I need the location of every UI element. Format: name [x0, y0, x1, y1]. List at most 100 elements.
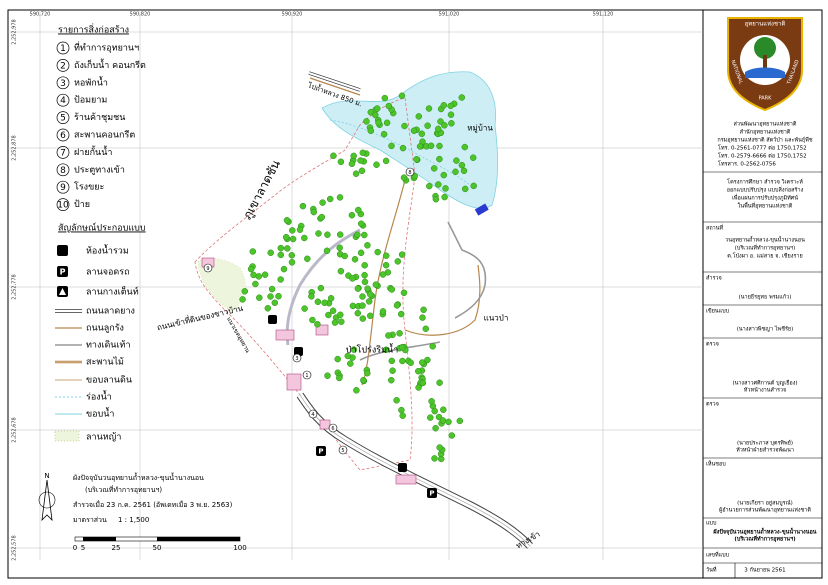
plan-text: (บริเวณที่ทำการอุทยานฯ): [734, 535, 796, 543]
tree: [440, 171, 448, 179]
grid-x-label: 590,920: [282, 12, 303, 18]
map-label: ป่าโปร่งริมน้ำ: [346, 343, 399, 356]
tree: [250, 271, 257, 279]
north-arrow: [41, 479, 53, 522]
tree: [427, 142, 435, 150]
tree: [314, 321, 321, 328]
tree: [436, 444, 443, 451]
tree: [388, 286, 396, 293]
tree: [461, 185, 469, 193]
legend-title: สัญลักษณ์ประกอบแบบ: [58, 222, 146, 234]
tree: [429, 343, 436, 350]
tree: [355, 206, 362, 214]
signature-text: (นายเกียรา อยู่สมบูรณ์): [737, 500, 793, 507]
map-marker-label: 8: [408, 170, 411, 176]
map-marker: [308, 409, 318, 419]
map-label: แนวป่า: [484, 314, 509, 323]
map-marker-label: 3: [295, 356, 298, 362]
tree: [426, 182, 433, 190]
tree: [330, 152, 337, 160]
tree: [397, 310, 405, 318]
tree: [336, 194, 344, 201]
map-marker: [328, 423, 338, 433]
tree: [288, 259, 296, 266]
tree: [363, 118, 370, 125]
legend-label: ห้องน้ำรวม: [86, 244, 129, 257]
tree: [441, 122, 448, 129]
tree: [439, 417, 447, 424]
legend-label: ร้านค้าชุมชน: [74, 112, 125, 123]
legend-label: ป้อมยาม: [74, 95, 107, 106]
legend-label: ลานหญ้า: [86, 432, 121, 443]
legend-number: 8: [60, 166, 66, 176]
project-text: เพื่อแผนการปรับปรุงภูมิทัศน์: [732, 194, 798, 202]
tree: [241, 288, 249, 295]
legend-label: ถนนลาดยาง: [86, 307, 135, 317]
block-label: เขียนแบบ: [706, 308, 730, 315]
tree: [382, 157, 390, 165]
buildings: [201, 257, 417, 485]
block-label: สำรวจ: [706, 275, 722, 282]
map-marker: [338, 445, 348, 455]
map-marker: [405, 167, 415, 177]
legend-label: สะพานคอนกรีต: [74, 130, 135, 141]
legend-number: 5: [60, 114, 66, 124]
tree: [431, 455, 438, 462]
park-boundary: [194, 97, 416, 471]
legend-number: 1: [60, 44, 66, 54]
scale-tick: 25: [112, 544, 121, 552]
tree: [440, 406, 447, 413]
tree: [372, 111, 379, 119]
map-marker: [203, 263, 213, 273]
tree: [337, 311, 344, 319]
tree: [365, 298, 373, 305]
legend-number-circle: [56, 41, 70, 55]
grid-x-label: 590,720: [30, 12, 51, 18]
tree: [380, 130, 388, 138]
tree: [357, 249, 365, 257]
tree: [388, 357, 396, 365]
tree: [458, 161, 466, 169]
tree: [398, 406, 405, 414]
tree: [364, 369, 371, 377]
tree: [452, 168, 459, 176]
tree: [336, 374, 343, 382]
project-text: ออกแบบปรับปรุง แบบสิ่งก่อสร้าง: [727, 186, 804, 194]
tree: [352, 170, 360, 177]
legend-label: ถังเก็บน้ำ คอนกรีต: [74, 58, 146, 71]
tree: [301, 234, 308, 242]
tree: [441, 193, 448, 201]
tree: [301, 305, 308, 312]
tree: [424, 356, 431, 364]
grid-x-label: 591,120: [593, 12, 614, 18]
tree: [445, 418, 452, 426]
tree: [284, 245, 291, 252]
tree: [436, 155, 443, 163]
tree: [436, 379, 443, 386]
tree: [324, 372, 331, 379]
tree: [375, 119, 382, 126]
tree: [425, 105, 433, 112]
block-label: วันที่: [706, 566, 717, 574]
north-circle: [38, 491, 56, 509]
trees: [239, 92, 477, 463]
bridge: [474, 203, 489, 216]
grid-y-label: 2,252,978: [12, 19, 18, 44]
tree: [359, 149, 367, 157]
tree: [427, 414, 434, 421]
legend-label: ลานกางเต็นท์: [86, 285, 139, 298]
plan-title: ผังปัจจุบันวนอุทยานถ้ำหลวง-ขุนน้ำนางนอน: [73, 471, 204, 482]
parking-icon: P: [316, 446, 326, 456]
legend-number-circle: [56, 128, 70, 142]
map-marker-label: 9: [206, 266, 209, 272]
tree: [326, 195, 334, 203]
tree: [247, 265, 255, 273]
tree: [385, 332, 392, 339]
tree: [415, 113, 423, 120]
tree: [461, 143, 469, 151]
grid-x-label: 591,020: [439, 12, 460, 18]
tree: [430, 165, 438, 172]
tree: [367, 291, 374, 298]
tree: [410, 127, 418, 134]
